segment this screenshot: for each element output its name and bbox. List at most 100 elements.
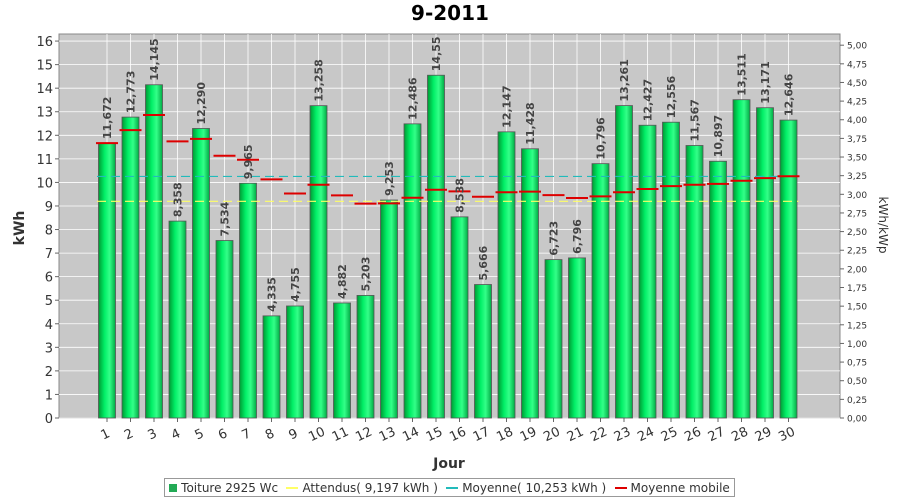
x-tick-label: 22: [588, 425, 609, 446]
x-tick-label: 5: [193, 426, 207, 443]
x-tick-label: 27: [706, 425, 727, 446]
x-tick-label: 28: [729, 425, 750, 446]
bar: [732, 99, 751, 419]
x-tick-label: 6: [216, 426, 230, 443]
bar-value-label: 10,897: [712, 115, 725, 157]
bar: [450, 216, 469, 419]
x-tick-label: 20: [541, 425, 562, 446]
y-tick-label-right: 0,00: [847, 415, 867, 425]
bar: [98, 142, 116, 419]
bar: [239, 182, 257, 419]
bar: [427, 74, 445, 419]
y-tick-label-left: 7: [45, 247, 53, 262]
chart-legend: Toiture 2925 Wc Attendus( 9,197 kWh ) Mo…: [164, 478, 735, 497]
x-tick-label: 10: [306, 425, 327, 446]
y-tick-label-left: 2: [45, 365, 53, 380]
y-tick-label-left: 3: [45, 341, 53, 356]
chart-title: 9-2011: [411, 1, 489, 25]
bar: [615, 105, 633, 419]
bar-value-label: 13,511: [736, 53, 749, 95]
y-tick-label-left: 5: [45, 294, 53, 309]
bar: [662, 121, 680, 419]
bar: [779, 119, 798, 419]
y-tick-label-right: 4,25: [847, 98, 867, 108]
bar-value-label: 10,796: [595, 117, 608, 160]
bar-chart: 9-2011 0123456789101112131415160,000,250…: [12, 1, 890, 472]
y-tick-label-left: 4: [45, 318, 53, 333]
y-tick-label-right: 1,00: [847, 340, 867, 350]
x-tick-label: 3: [146, 426, 160, 443]
bar-value-label: 12,290: [195, 82, 208, 125]
y-tick-label-right: 2,75: [847, 209, 867, 219]
y-tick-label-right: 1,25: [847, 321, 867, 331]
bar: [333, 302, 351, 419]
bar-value-label: 5,666: [477, 245, 490, 280]
x-tick-label: 17: [471, 425, 492, 446]
y-tick-label-left: 15: [36, 59, 53, 74]
x-tick-label: 25: [659, 425, 680, 446]
bar: [192, 128, 210, 419]
legend-label-moyenne-mobile: Moyenne mobile: [630, 480, 730, 495]
y-tick-label-left: 16: [36, 35, 53, 50]
y-tick-label-left: 1: [45, 388, 53, 403]
bar: [403, 123, 422, 419]
x-tick-label: 4: [169, 426, 183, 443]
bar-value-label: 12,427: [642, 79, 655, 121]
legend-label-attendus: Attendus( 9,197 kWh ): [302, 480, 438, 495]
y-tick-label-right: 2,00: [847, 265, 867, 275]
bar: [380, 199, 398, 419]
bar-value-label: 8,538: [454, 178, 467, 213]
bar: [521, 148, 539, 419]
bar-value-label: 6,796: [571, 219, 584, 254]
bar: [709, 160, 727, 419]
bar: [756, 107, 774, 419]
bar: [497, 131, 516, 419]
bar-value-label: 11,567: [689, 99, 702, 141]
bar-value-label: 6,723: [548, 221, 561, 256]
bar-value-label: 11,672: [101, 97, 114, 139]
bar: [568, 257, 586, 419]
bar-value-label: 7,534: [219, 201, 232, 236]
bar-value-label: 4,755: [289, 267, 302, 302]
bar: [685, 145, 704, 419]
bar: [544, 259, 563, 419]
y-tick-label-right: 4,50: [847, 79, 867, 89]
x-tick-label: 15: [424, 425, 445, 446]
x-tick-label: 16: [447, 425, 468, 446]
legend-swatch-attendus: [286, 486, 299, 489]
y-tick-label-left: 6: [45, 271, 53, 286]
y-tick-label-right: 3,00: [847, 191, 867, 201]
bar: [474, 284, 492, 419]
y-tick-label-right: 2,50: [847, 228, 867, 238]
y-tick-label-left: 12: [36, 129, 53, 144]
bar-value-label: 5,203: [360, 257, 373, 292]
bar: [591, 163, 610, 419]
legend-item-moyenne-mobile: Moyenne mobile: [614, 480, 730, 495]
bar-value-label: 9,253: [383, 161, 396, 196]
y-tick-label-left: 10: [36, 176, 53, 191]
bar-value-label: 4,335: [266, 277, 279, 312]
x-tick-label: 8: [263, 426, 277, 443]
bar: [638, 124, 657, 419]
bar-value-label: 12,773: [125, 71, 138, 113]
x-tick-label: 12: [353, 425, 374, 446]
x-tick-label: 2: [122, 426, 136, 443]
x-tick-label: 18: [494, 425, 515, 446]
x-tick-label: 13: [377, 425, 398, 446]
y-tick-label-right: 5,00: [847, 42, 867, 52]
bar: [262, 315, 281, 419]
bar-value-label: 12,147: [501, 85, 514, 127]
x-tick-label: 30: [776, 425, 797, 446]
y-tick-label-right: 0,25: [847, 396, 867, 406]
y-tick-label-right: 1,50: [847, 303, 867, 313]
x-tick-label: 29: [753, 425, 774, 446]
bar-value-label: 13,261: [618, 59, 631, 101]
bar-value-label: 13,171: [759, 61, 772, 103]
y-tick-label-right: 4,00: [847, 116, 867, 126]
x-tick-label: 14: [400, 425, 421, 446]
y-tick-label-left: 13: [36, 106, 53, 121]
bar-value-label: 13,258: [313, 59, 326, 101]
bar: [145, 84, 163, 419]
x-tick-label: 9: [287, 426, 301, 443]
